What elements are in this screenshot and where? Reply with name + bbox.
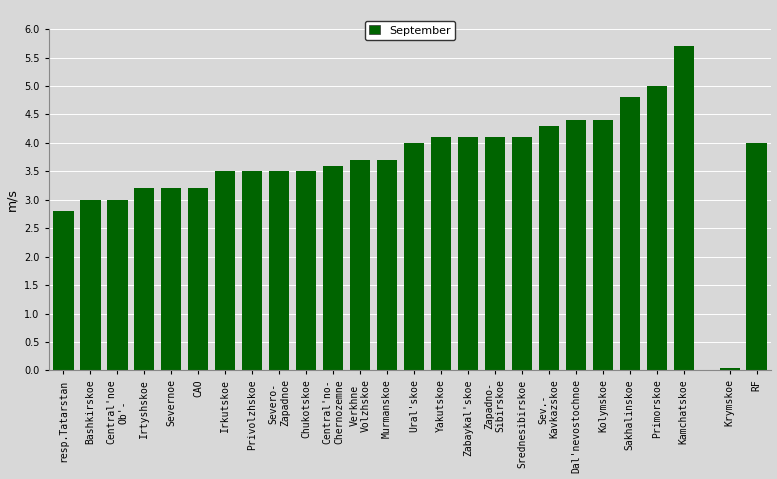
Bar [188, 188, 208, 370]
Bar [720, 367, 740, 370]
Bar [162, 188, 182, 370]
Bar [323, 166, 343, 370]
Bar [620, 97, 640, 370]
Bar [54, 211, 74, 370]
Bar [593, 120, 613, 370]
Bar [566, 120, 586, 370]
Bar [269, 171, 289, 370]
Bar [242, 171, 263, 370]
Legend: September: September [364, 21, 455, 40]
Bar [107, 200, 127, 370]
Bar [404, 143, 424, 370]
Bar [458, 137, 478, 370]
Bar [485, 137, 505, 370]
Bar [747, 143, 767, 370]
Bar [80, 200, 100, 370]
Bar [538, 126, 559, 370]
Bar [215, 171, 235, 370]
Y-axis label: m/s: m/s [5, 188, 19, 211]
Bar [431, 137, 451, 370]
Bar [134, 188, 155, 370]
Bar [646, 86, 667, 370]
Bar [377, 160, 397, 370]
Bar [350, 160, 371, 370]
Bar [512, 137, 532, 370]
Bar [296, 171, 316, 370]
Bar [674, 46, 694, 370]
